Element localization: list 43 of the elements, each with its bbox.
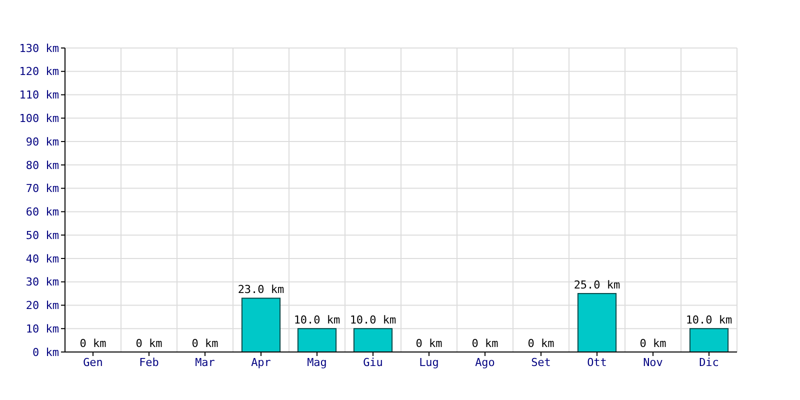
y-tick-label: 20 km [26,299,60,312]
y-tick-label: 130 km [19,42,60,55]
data-label: 10.0 km [686,314,733,327]
x-tick-label: Mar [195,356,216,369]
bar [353,328,393,352]
data-label: 0 km [472,337,499,350]
x-tick-label: Apr [251,356,272,369]
data-label: 0 km [136,337,163,350]
bar [241,298,281,352]
bar [297,328,337,352]
x-tick-label: Ago [475,356,495,369]
y-tick-label: 0 km [32,346,60,359]
bar [689,328,729,352]
data-label: 25.0 km [574,278,621,292]
y-tick-label: 50 km [26,228,60,242]
y-tick-label: 120 km [19,65,60,78]
x-tick-label: Feb [139,356,159,369]
data-label: 0 km [528,337,555,350]
x-tick-label: Gen [83,356,103,369]
data-label: 0 km [416,337,443,350]
data-label: 10.0 km [294,314,341,327]
x-tick-label: Set [531,356,551,369]
data-label: 0 km [80,337,107,350]
y-tick-label: 110 km [19,88,60,102]
data-label: 0 km [640,337,667,350]
y-tick-label: 80 km [26,158,60,172]
data-label: 0 km [192,337,219,350]
y-tick-label: 70 km [26,182,60,196]
data-label: 10.0 km [350,314,397,327]
x-tick-label: Lug [419,356,439,369]
x-tick-label: Ott [587,356,607,369]
y-tick-label: 90 km [26,135,60,148]
y-tick-label: 30 km [26,276,60,289]
y-tick-label: 60 km [26,206,60,219]
data-label: 23.0 km [238,283,285,296]
y-tick-label: 40 km [26,252,60,266]
x-tick-label: Nov [643,356,664,369]
y-tick-label: 100 km [19,112,60,126]
y-tick-label: 10 km [26,322,60,336]
x-tick-label: Giu [363,356,383,369]
bar [577,293,617,352]
x-tick-label: Dic [699,356,719,369]
x-tick-label: Mag [307,356,327,369]
